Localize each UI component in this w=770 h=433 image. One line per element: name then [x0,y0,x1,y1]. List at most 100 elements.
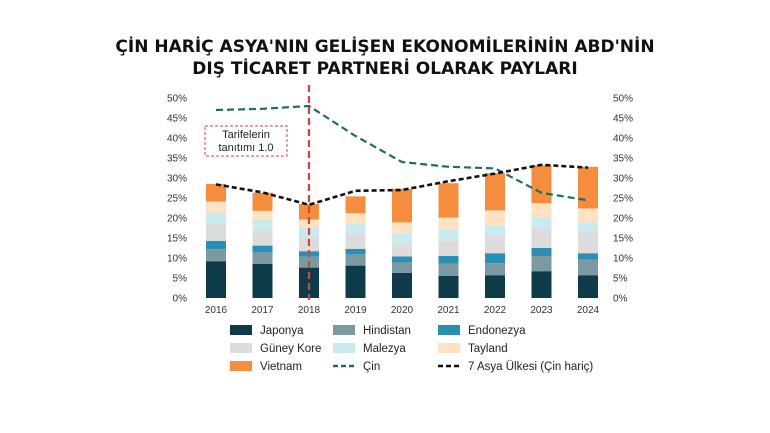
y-tick-label-right: 50% [613,94,633,105]
bar-segment-hindistan [392,262,412,273]
y-tick-label-left: 5% [173,274,188,285]
x-tick-label: 2023 [530,305,553,316]
y-tick-label-right: 30% [613,174,633,185]
y-tick-label-right: 20% [613,214,633,225]
y-tick-label-right: 40% [613,134,633,145]
y-tick-label-right: 15% [613,234,633,245]
legend-swatch-tayland [438,343,460,353]
bar-segment-malezya [531,218,552,228]
bar-segment-japonya [438,276,459,298]
x-tick-label: 2019 [344,305,367,316]
y-tick-label-right: 45% [613,114,633,125]
bar-segment-tayland [531,203,552,218]
bar-segment-hindistan [252,252,273,264]
y-tick-label-left: 45% [167,114,187,125]
bar-segment-vietnam [252,192,273,211]
bar-segment-hindistan [531,256,552,272]
y-tick-label-right: 25% [613,194,633,205]
bar-segment-hindistan [345,254,366,266]
bar-segment-japonya [485,275,505,298]
bar-segment-malezya [438,230,459,241]
x-tick-label: 2022 [484,305,507,316]
x-tick-label: 2024 [577,305,600,316]
bar-segment-japonya [206,261,226,298]
bar-segment-endonezya [252,245,273,253]
legend-label: Japonya [260,325,304,337]
bar-segment-g-ney-kore [206,224,226,241]
bar-segment-hindistan [438,263,459,276]
y-tick-label-left: 15% [167,234,187,245]
bar-segment-vietnam [531,165,552,204]
x-tick-label: 2017 [251,305,274,316]
bar-segment-endonezya [485,253,505,264]
bar-segment-vietnam [392,188,412,223]
bar-segment-vietnam [485,173,505,211]
legend-swatch-g-ney-kore [230,343,252,353]
legend-label: 7 Asya Ülkesi (Çin hariç) [468,361,593,373]
bar-segment-g-ney-kore [392,243,412,257]
y-axis-left: 0% 5% 10% 15% 20% 25% 30% 35% 40% 45% 50% [167,94,187,305]
bar-segment-g-ney-kore [485,236,505,254]
bar-segment-hindistan [206,249,226,262]
bar-segment-tayland [485,210,505,225]
chart-title: ÇİN HARİÇ ASYA'NIN GELİŞEN EKONOMİLERİNİ… [0,36,770,80]
legend-label: Tayland [468,343,508,355]
bar-segment-g-ney-kore [345,233,366,249]
bar-segment-tayland [578,208,598,223]
line-cin [215,104,589,202]
bar-segment-endonezya [578,253,598,260]
bar-segment-malezya [392,232,412,244]
bar-segment-japonya [252,264,273,298]
bar-segment-g-ney-kore [252,230,273,246]
chart-title-line-1: ÇİN HARİÇ ASYA'NIN GELİŞEN EKONOMİLERİNİ… [115,37,655,57]
legend-swatch-japonya [230,325,252,335]
legend-label: Güney Kore [260,343,321,355]
bar-segment-japonya [578,275,598,298]
tariff-annotation-line-1: Tarifelerin [222,129,270,141]
legend-label: Malezya [363,343,406,355]
y-tick-label-left: 30% [167,174,187,185]
bar-segment-g-ney-kore [578,231,598,254]
legend-label: Endonezya [468,325,526,337]
bar-segment-tayland [392,222,412,233]
legend: Japonya Hindistan Endonezya Güney Kore Malez… [230,325,593,373]
bar-segment-malezya [578,222,598,232]
bar-segment-tayland [252,210,273,220]
bar-segment-malezya [206,212,226,224]
chart-title-line-2: DIŞ TİCARET PARTNERİ OLARAK PAYLARI [192,59,578,79]
bar-segment-tayland [206,201,226,213]
bar-segment-japonya [299,267,319,298]
bar-segment-japonya [345,265,366,298]
y-tick-label-left: 50% [167,94,187,105]
y-tick-label-left: 20% [167,214,187,225]
y-tick-label-right: 5% [613,274,628,285]
y-tick-label-left: 10% [167,254,187,265]
bar-segment-malezya [345,223,366,234]
x-tick-label: 2018 [298,305,321,316]
y-tick-label-right: 10% [613,254,633,265]
y-tick-label-right: 0% [613,294,628,305]
y-tick-label-left: 35% [167,154,187,165]
bar-segment-endonezya [345,248,366,255]
bar-segment-endonezya [531,248,552,256]
x-tick-label: 2020 [391,305,414,316]
y-axis-right: 0% 5% 10% 15% 20% 25% 30% 35% 40% 45% 50% [613,94,633,305]
bar-segment-endonezya [438,256,459,264]
line-7-asya-ulkesi [215,163,589,207]
bar-segment-japonya [392,272,412,298]
y-tick-label-left: 25% [167,194,187,205]
y-tick-label-left: 0% [173,294,188,305]
tariff-annotation-line-2: tanıtımı 1.0 [218,142,273,154]
legend-label: Hindistan [363,325,411,337]
tariff-annotation: Tarifelerin tanıtımı 1.0 [204,85,311,300]
bar-segment-hindistan [578,259,598,276]
tariff-annotation-box [204,125,288,157]
legend-swatch-malezya [333,343,355,353]
bar-segment-g-ney-kore [438,240,459,256]
bar-segment-endonezya [206,240,226,250]
bar-segment-vietnam [345,196,366,214]
y-tick-label-left: 40% [167,134,187,145]
bar-segment-vietnam [578,166,598,209]
